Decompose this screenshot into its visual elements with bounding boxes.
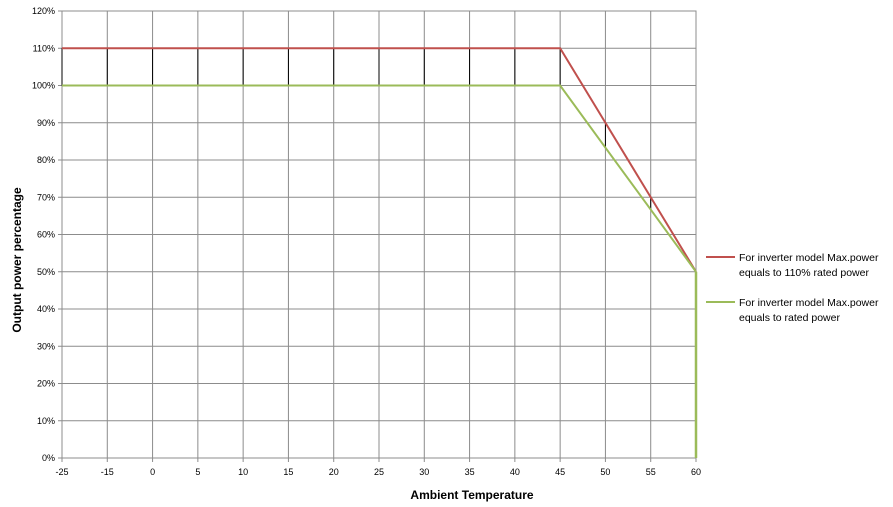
y-tick-label: 10%: [37, 416, 55, 426]
x-tick-label: 10: [238, 467, 248, 477]
y-tick-label: 50%: [37, 267, 55, 277]
y-tick-label: 120%: [32, 6, 55, 16]
y-tick-label: 90%: [37, 118, 55, 128]
x-tick-label: 25: [374, 467, 384, 477]
legend-label-2: For inverter model Max.power: [739, 297, 879, 309]
x-tick-label: -25: [55, 467, 68, 477]
x-axis-title: Ambient Temperature: [410, 488, 533, 502]
legend-label-2: equals to rated power: [739, 312, 840, 324]
x-tick-label: 55: [646, 467, 656, 477]
y-tick-label: 20%: [37, 379, 55, 389]
series-layer: [62, 47, 698, 458]
y-axis-title: Output power percentage: [10, 187, 24, 333]
y-tick-label: 60%: [37, 230, 55, 240]
legend-label-1: equals to 110% rated power: [739, 267, 869, 279]
y-tick-label: 70%: [37, 192, 55, 202]
y-tick-label: 30%: [37, 341, 55, 351]
series-line-1: [62, 47, 697, 273]
x-tick-label: 50: [600, 467, 610, 477]
y-tick-labels: 0% 10% 20% 30% 40% 50% 60% 70% 80% 90% 100% 110% 120…: [32, 6, 55, 463]
x-tick-label: 15: [283, 467, 293, 477]
legend: For inverter model Max.power equals to 11…: [706, 252, 879, 324]
x-tick-label: 20: [329, 467, 339, 477]
y-tick-label: 0%: [42, 453, 55, 463]
x-tick-labels: -25 -15 0 5 10 15 20 25 30 35 40 45 50 55 60: [55, 467, 701, 477]
x-tick-label: 60: [691, 467, 701, 477]
y-tick-label: 100%: [32, 81, 55, 91]
x-tick-label: 30: [419, 467, 429, 477]
x-tick-label: 40: [510, 467, 520, 477]
series-line-2: [62, 84, 697, 273]
y-tick-label: 80%: [37, 155, 55, 165]
x-tick-label: -15: [101, 467, 114, 477]
x-tick-label: 5: [195, 467, 200, 477]
grid: [58, 10, 697, 462]
x-tick-label: 0: [150, 467, 155, 477]
x-tick-label: 35: [465, 467, 475, 477]
y-tick-label: 40%: [37, 304, 55, 314]
legend-label-1: For inverter model Max.power: [739, 252, 879, 264]
y-tick-label: 110%: [33, 43, 55, 53]
x-tick-label: 45: [555, 467, 565, 477]
